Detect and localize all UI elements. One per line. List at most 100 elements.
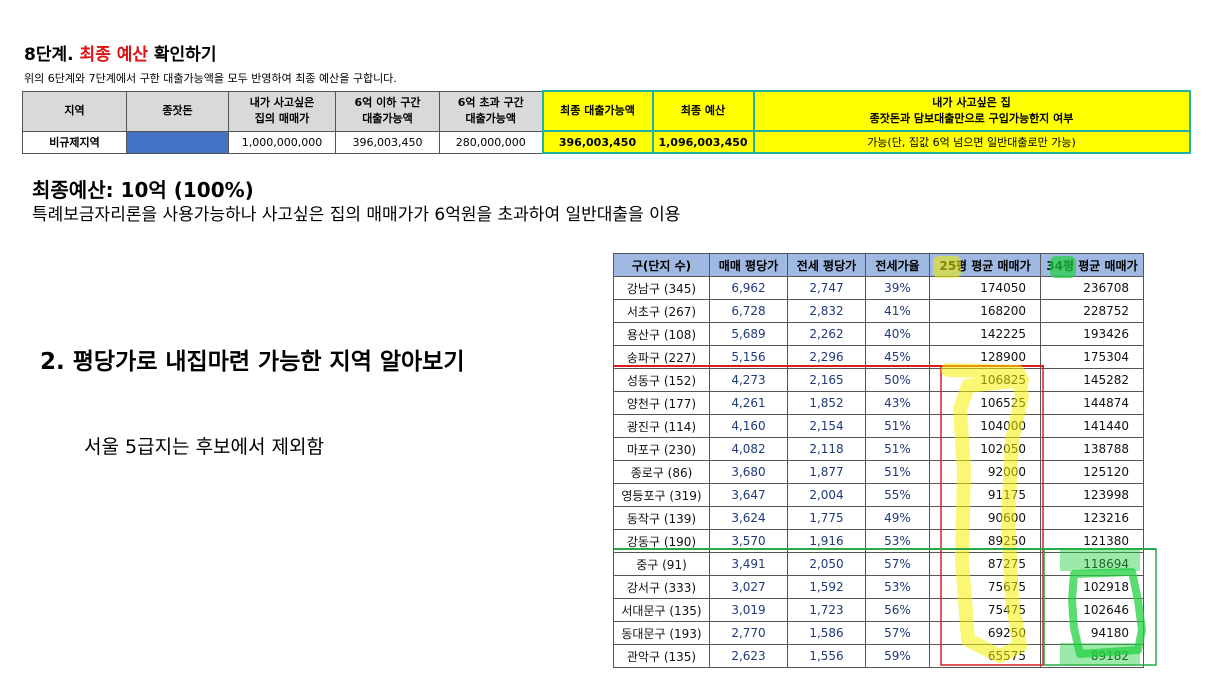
cell-34py-avg[interactable]: 102918	[1040, 575, 1144, 599]
cell-sale-per-pyeong[interactable]: 4,082	[709, 437, 788, 461]
cell-sale-per-pyeong[interactable]: 6,728	[709, 299, 788, 323]
cell-25py-avg[interactable]: 102050	[929, 437, 1041, 461]
cell-34py-avg[interactable]: 118694	[1040, 552, 1144, 576]
cell-sale-per-pyeong[interactable]: 5,156	[709, 345, 788, 369]
cell-jeonse-per-pyeong[interactable]: 2,154	[787, 414, 866, 438]
cell-district[interactable]: 관악구 (135)	[613, 644, 710, 668]
cell-34py-avg[interactable]: 123998	[1040, 483, 1144, 507]
cell-jeonse-per-pyeong[interactable]: 1,586	[787, 621, 866, 645]
cell-jeonse-ratio[interactable]: 39%	[865, 276, 930, 300]
cell-district[interactable]: 중구 (91)	[613, 552, 710, 576]
cell-sale-per-pyeong[interactable]: 3,680	[709, 460, 788, 484]
cell-25py-avg[interactable]: 168200	[929, 299, 1041, 323]
cell-final-budget[interactable]: 1,096,003,450	[651, 130, 755, 154]
cell-district[interactable]: 용산구 (108)	[613, 322, 710, 346]
cell-25py-avg[interactable]: 91175	[929, 483, 1041, 507]
cell-district[interactable]: 양천구 (177)	[613, 391, 710, 415]
cell-sale-per-pyeong[interactable]: 5,689	[709, 322, 788, 346]
cell-sale-per-pyeong[interactable]: 3,647	[709, 483, 788, 507]
cell-sale-per-pyeong[interactable]: 3,491	[709, 552, 788, 576]
cell-sale-per-pyeong[interactable]: 4,261	[709, 391, 788, 415]
cell-under6[interactable]: 396,003,450	[335, 130, 440, 154]
cell-sale-per-pyeong[interactable]: 4,160	[709, 414, 788, 438]
cell-jeonse-ratio[interactable]: 43%	[865, 391, 930, 415]
cell-district[interactable]: 성동구 (152)	[613, 368, 710, 392]
cell-sale-per-pyeong[interactable]: 3,019	[709, 598, 788, 622]
cell-34py-avg[interactable]: 121380	[1040, 529, 1144, 553]
cell-jeonse-per-pyeong[interactable]: 2,050	[787, 552, 866, 576]
cell-25py-avg[interactable]: 89250	[929, 529, 1041, 553]
cell-district[interactable]: 강남구 (345)	[613, 276, 710, 300]
cell-district[interactable]: 종로구 (86)	[613, 460, 710, 484]
cell-sale-per-pyeong[interactable]: 6,962	[709, 276, 788, 300]
cell-possible[interactable]: 가능(단, 집값 6억 넘으면 일반대출로만 가능)	[752, 130, 1191, 154]
cell-jeonse-per-pyeong[interactable]: 1,877	[787, 460, 866, 484]
cell-jeonse-per-pyeong[interactable]: 1,775	[787, 506, 866, 530]
cell-jeonse-ratio[interactable]: 55%	[865, 483, 930, 507]
cell-region[interactable]: 비규제지역	[22, 130, 127, 154]
cell-jeonse-ratio[interactable]: 45%	[865, 345, 930, 369]
cell-district[interactable]: 동작구 (139)	[613, 506, 710, 530]
cell-25py-avg[interactable]: 106825	[929, 368, 1041, 392]
cell-jeonse-ratio[interactable]: 40%	[865, 322, 930, 346]
cell-final-loan[interactable]: 396,003,450	[541, 130, 654, 154]
cell-jeonse-ratio[interactable]: 57%	[865, 621, 930, 645]
cell-34py-avg[interactable]: 138788	[1040, 437, 1144, 461]
cell-district[interactable]: 송파구 (227)	[613, 345, 710, 369]
cell-district[interactable]: 동대문구 (193)	[613, 621, 710, 645]
cell-jeonse-per-pyeong[interactable]: 2,747	[787, 276, 866, 300]
cell-jeonse-per-pyeong[interactable]: 1,556	[787, 644, 866, 668]
cell-34py-avg[interactable]: 94180	[1040, 621, 1144, 645]
cell-sale-per-pyeong[interactable]: 2,623	[709, 644, 788, 668]
cell-34py-avg[interactable]: 145282	[1040, 368, 1144, 392]
cell-jeonse-ratio[interactable]: 57%	[865, 552, 930, 576]
cell-district[interactable]: 영등포구 (319)	[613, 483, 710, 507]
cell-jeonse-ratio[interactable]: 59%	[865, 644, 930, 668]
cell-jeonse-ratio[interactable]: 51%	[865, 460, 930, 484]
cell-over6[interactable]: 280,000,000	[439, 130, 543, 154]
cell-34py-avg[interactable]: 236708	[1040, 276, 1144, 300]
cell-25py-avg[interactable]: 87275	[929, 552, 1041, 576]
cell-district[interactable]: 서초구 (267)	[613, 299, 710, 323]
cell-sale-per-pyeong[interactable]: 3,570	[709, 529, 788, 553]
cell-34py-avg[interactable]: 141440	[1040, 414, 1144, 438]
cell-jeonse-per-pyeong[interactable]: 2,165	[787, 368, 866, 392]
cell-34py-avg[interactable]: 125120	[1040, 460, 1144, 484]
cell-jeonse-per-pyeong[interactable]: 1,852	[787, 391, 866, 415]
cell-district[interactable]: 서대문구 (135)	[613, 598, 710, 622]
cell-jeonse-per-pyeong[interactable]: 2,262	[787, 322, 866, 346]
cell-25py-avg[interactable]: 104000	[929, 414, 1041, 438]
cell-25py-avg[interactable]: 92000	[929, 460, 1041, 484]
cell-25py-avg[interactable]: 142225	[929, 322, 1041, 346]
cell-sale-per-pyeong[interactable]: 4,273	[709, 368, 788, 392]
cell-jeonse-ratio[interactable]: 41%	[865, 299, 930, 323]
cell-jeonse-ratio[interactable]: 56%	[865, 598, 930, 622]
cell-jeonse-ratio[interactable]: 49%	[865, 506, 930, 530]
cell-25py-avg[interactable]: 75675	[929, 575, 1041, 599]
cell-district[interactable]: 강동구 (190)	[613, 529, 710, 553]
cell-25py-avg[interactable]: 174050	[929, 276, 1041, 300]
cell-district[interactable]: 광진구 (114)	[613, 414, 710, 438]
cell-jeonse-ratio[interactable]: 53%	[865, 529, 930, 553]
cell-jeonse-per-pyeong[interactable]: 2,296	[787, 345, 866, 369]
cell-25py-avg[interactable]: 106525	[929, 391, 1041, 415]
cell-34py-avg[interactable]: 193426	[1040, 322, 1144, 346]
cell-house-price[interactable]: 1,000,000,000	[228, 130, 336, 154]
cell-jeonse-ratio[interactable]: 51%	[865, 414, 930, 438]
cell-district[interactable]: 강서구 (333)	[613, 575, 710, 599]
cell-seed-money[interactable]	[126, 130, 229, 154]
cell-34py-avg[interactable]: 102646	[1040, 598, 1144, 622]
cell-jeonse-per-pyeong[interactable]: 1,723	[787, 598, 866, 622]
cell-jeonse-per-pyeong[interactable]: 1,592	[787, 575, 866, 599]
cell-25py-avg[interactable]: 65575	[929, 644, 1041, 668]
cell-jeonse-per-pyeong[interactable]: 2,004	[787, 483, 866, 507]
cell-jeonse-per-pyeong[interactable]: 2,118	[787, 437, 866, 461]
cell-district[interactable]: 마포구 (230)	[613, 437, 710, 461]
cell-25py-avg[interactable]: 75475	[929, 598, 1041, 622]
cell-jeonse-per-pyeong[interactable]: 1,916	[787, 529, 866, 553]
cell-34py-avg[interactable]: 144874	[1040, 391, 1144, 415]
cell-25py-avg[interactable]: 90600	[929, 506, 1041, 530]
cell-jeonse-per-pyeong[interactable]: 2,832	[787, 299, 866, 323]
cell-34py-avg[interactable]: 123216	[1040, 506, 1144, 530]
cell-25py-avg[interactable]: 128900	[929, 345, 1041, 369]
